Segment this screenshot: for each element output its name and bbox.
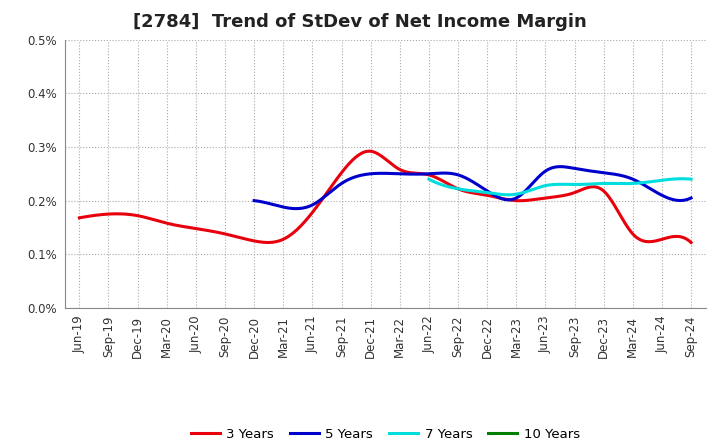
7 Years — [614, 181, 623, 186]
3 Years — [518, 198, 527, 203]
Line: 3 Years: 3 Years — [79, 151, 691, 242]
5 Years — [424, 171, 433, 176]
7 Years — [590, 181, 599, 187]
5 Years — [393, 171, 402, 176]
7 Years — [456, 187, 464, 192]
5 Years — [557, 164, 565, 169]
3 Years — [148, 217, 157, 222]
7 Years — [616, 181, 624, 186]
5 Years — [570, 166, 578, 171]
3 Years — [521, 198, 530, 203]
5 Years — [687, 195, 696, 201]
3 Years — [365, 149, 374, 154]
3 Years — [687, 240, 696, 245]
5 Years — [526, 183, 534, 189]
5 Years — [250, 198, 258, 203]
7 Years — [504, 192, 513, 198]
5 Years — [303, 204, 312, 209]
Text: [2784]  Trend of StDev of Net Income Margin: [2784] Trend of StDev of Net Income Marg… — [133, 13, 587, 31]
5 Years — [567, 165, 576, 171]
7 Years — [678, 176, 687, 181]
7 Years — [529, 187, 538, 192]
3 Years — [274, 238, 283, 244]
3 Years — [462, 189, 470, 194]
Line: 7 Years: 7 Years — [429, 179, 691, 195]
5 Years — [292, 206, 300, 211]
Legend: 3 Years, 5 Years, 7 Years, 10 Years: 3 Years, 5 Years, 7 Years, 10 Years — [191, 428, 580, 440]
3 Years — [318, 198, 326, 203]
7 Years — [687, 176, 696, 182]
7 Years — [510, 192, 519, 197]
7 Years — [425, 176, 433, 182]
3 Years — [75, 215, 84, 220]
Line: 5 Years: 5 Years — [254, 167, 691, 209]
